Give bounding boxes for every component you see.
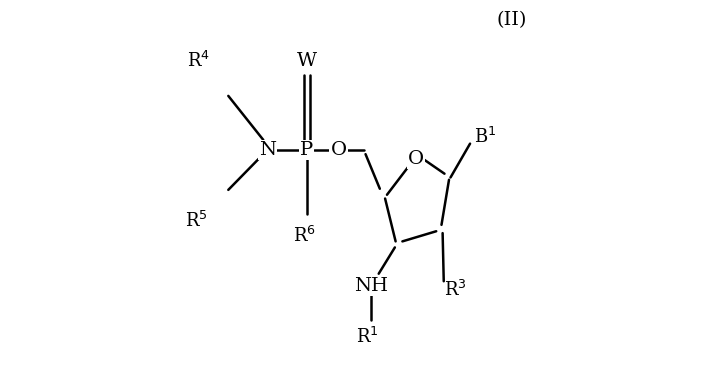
Text: R$^6$: R$^6$: [293, 226, 316, 246]
Text: (II): (II): [497, 11, 527, 29]
Text: W: W: [297, 52, 317, 70]
Text: O: O: [408, 150, 424, 168]
Text: R$^4$: R$^4$: [186, 52, 210, 71]
Text: NH: NH: [354, 277, 388, 296]
Text: R$^5$: R$^5$: [185, 211, 207, 230]
Text: O: O: [330, 141, 346, 159]
Text: P: P: [300, 141, 313, 159]
Text: R$^3$: R$^3$: [444, 280, 467, 300]
Text: R$^1$: R$^1$: [356, 327, 379, 347]
Text: B$^1$: B$^1$: [474, 127, 496, 147]
Text: N: N: [259, 141, 276, 159]
